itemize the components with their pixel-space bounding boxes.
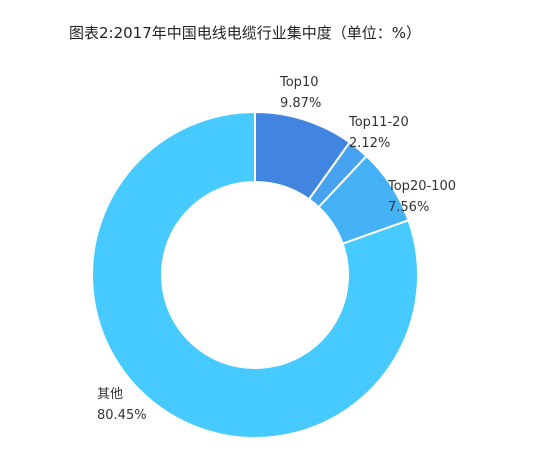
slice-value-label: 7.56%	[388, 200, 429, 215]
slice-name-label: Top20-100	[387, 179, 456, 194]
slice-labels: Top10 9.87% Top11-20 2.12% Top20-100 7.56% 其他 8…	[97, 75, 456, 423]
slice-value-label: 80.45%	[97, 408, 147, 423]
chart-title: 图表2:2017年中国电线电缆行业集中度（单位：%）	[69, 24, 422, 42]
donut-slices	[91, 110, 419, 439]
slice-name-label: 其他	[97, 387, 123, 402]
slice-name-label: Top11-20	[348, 115, 409, 130]
slice-value-label: 9.87%	[280, 96, 321, 111]
donut-slice	[91, 110, 419, 439]
slice-name-label: Top10	[279, 75, 318, 90]
slice-value-label: 2.12%	[349, 136, 390, 151]
